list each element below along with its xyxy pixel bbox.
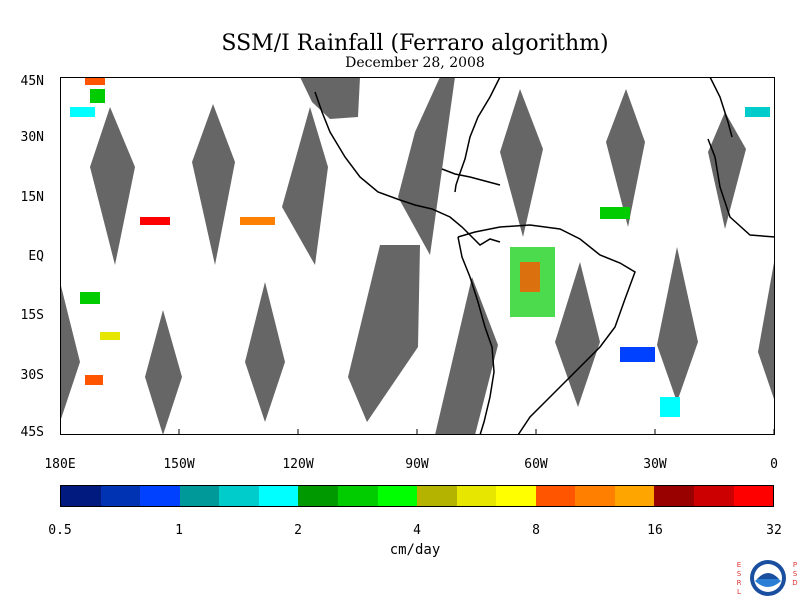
gap-swath	[606, 89, 645, 227]
colorbar-swatch	[219, 486, 259, 506]
rain-patch	[85, 375, 103, 385]
colorbar-swatch	[733, 486, 774, 506]
gap-swath	[500, 89, 543, 237]
colorbar-swatch	[337, 486, 378, 506]
data-gaps	[60, 77, 775, 435]
lat-label-45n: 45N	[20, 74, 44, 89]
gap-swath	[398, 77, 455, 255]
lat-label-15n: 15N	[20, 190, 44, 205]
rain-patch	[85, 77, 105, 85]
lat-label-15s: 15S	[20, 308, 44, 323]
lon-label-90w: 90W	[405, 457, 429, 472]
rain-patch	[620, 347, 655, 362]
lon-label-150w: 150W	[163, 457, 195, 472]
gap-swath	[192, 104, 235, 265]
gap-swath	[300, 77, 360, 119]
lat-label-30n: 30N	[20, 130, 44, 145]
coastlines	[314, 77, 775, 435]
gap-swath	[708, 112, 746, 229]
gap-swath	[60, 282, 80, 422]
colorbar-swatch	[61, 486, 101, 506]
rain-patch	[140, 217, 170, 225]
colorbar-swatch	[140, 486, 180, 506]
gap-swath	[245, 282, 285, 422]
gap-swath	[348, 245, 420, 422]
coastline-south-america-east	[457, 224, 636, 435]
rain-patch	[80, 292, 100, 304]
lon-label-60w: 60W	[524, 457, 548, 472]
colorbar-unit: cm/day	[389, 542, 441, 558]
coastline-south-america-west	[457, 236, 495, 435]
coastline-cuba	[441, 168, 501, 186]
colorbar	[60, 485, 774, 507]
gap-swath	[90, 107, 135, 265]
coastline-africa	[707, 138, 775, 238]
lon-label-30w: 30W	[643, 457, 667, 472]
coastline-north-america	[454, 77, 501, 193]
colorbar-swatch	[456, 486, 497, 506]
colorbar-swatch	[496, 486, 536, 506]
colorbar-swatch	[575, 486, 615, 506]
colorbar-tick: 32	[766, 523, 782, 538]
lat-label-30s: 30S	[20, 368, 44, 383]
colorbar-swatch	[100, 486, 141, 506]
coastline-central-america	[314, 91, 501, 246]
coastline-europe	[709, 77, 733, 138]
gap-swath	[555, 262, 600, 407]
colorbar-swatch	[417, 486, 457, 506]
colorbar-swatch	[654, 486, 694, 506]
lat-label-eq: EQ	[28, 249, 44, 264]
lon-label-0: 0	[770, 457, 778, 472]
rain-patch	[240, 217, 275, 225]
gap-swath	[145, 310, 182, 435]
rainfall-map	[60, 77, 775, 435]
rain-patch	[600, 207, 630, 219]
rain-patch	[660, 397, 680, 417]
colorbar-swatch	[258, 486, 299, 506]
rain-patch	[100, 332, 120, 340]
rain-patch	[745, 107, 770, 117]
lon-label-120w: 120W	[282, 457, 314, 472]
colorbar-tick: 1	[175, 523, 183, 538]
gap-swath	[657, 247, 698, 402]
colorbar-swatch	[179, 486, 220, 506]
colorbar-tick: 0.5	[48, 523, 72, 538]
noaa-seal-icon	[750, 560, 786, 596]
rain-patch	[520, 262, 540, 292]
rain-patch	[90, 89, 105, 103]
rainfall-areas	[70, 77, 770, 417]
colorbar-tick: 2	[294, 523, 302, 538]
map-title: SSM/I Rainfall (Ferraro algorithm)	[221, 31, 609, 56]
colorbar-swatch	[535, 486, 576, 506]
colorbar-swatch	[298, 486, 338, 506]
lat-label-45s: 45S	[20, 425, 44, 440]
rain-patch	[70, 107, 95, 117]
gap-swath	[282, 107, 328, 265]
map-frame	[60, 77, 775, 435]
lon-label-180e: 180E	[44, 457, 76, 472]
colorbar-swatch	[694, 486, 734, 506]
colorbar-tick: 4	[413, 523, 421, 538]
colorbar-swatch	[614, 486, 655, 506]
colorbar-tick: 8	[532, 523, 540, 538]
map-date: December 28, 2008	[345, 55, 485, 71]
gap-swath	[758, 257, 775, 402]
colorbar-swatch	[377, 486, 418, 506]
colorbar-tick: 16	[647, 523, 663, 538]
